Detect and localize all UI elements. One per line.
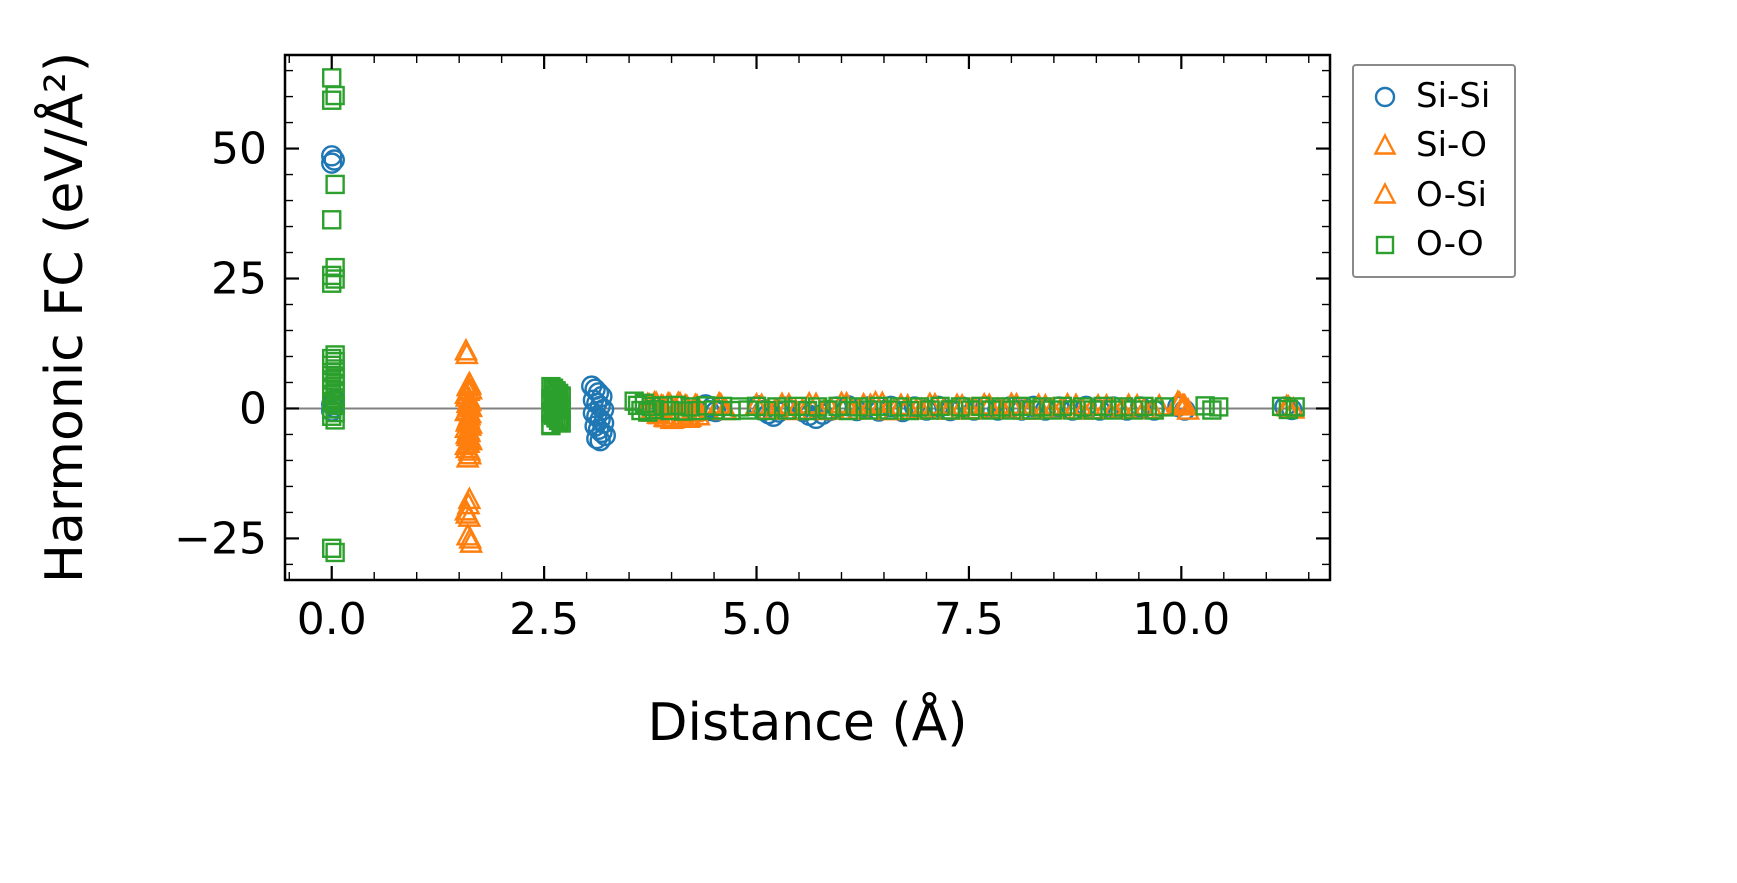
svg-text:7.5: 7.5 xyxy=(934,594,1004,645)
legend-marker-triangle-icon xyxy=(1373,182,1397,205)
legend-entry-si-si: Si-Si xyxy=(1362,76,1506,116)
legend: Si-Si Si-O O-Si O-O xyxy=(1352,64,1516,278)
svg-text:25: 25 xyxy=(211,254,267,305)
svg-text:0.0: 0.0 xyxy=(297,594,367,645)
svg-text:50: 50 xyxy=(211,124,267,175)
legend-label: Si-O xyxy=(1416,125,1488,166)
legend-label: O-Si xyxy=(1416,174,1488,215)
legend-entry-o-o: O-O xyxy=(1362,224,1506,265)
svg-text:Harmonic FC (eV/Å²): Harmonic FC (eV/Å²) xyxy=(33,52,95,583)
legend-marker-triangle-icon xyxy=(1373,133,1397,155)
legend-marker-circle-icon xyxy=(1374,86,1396,107)
svg-text:0: 0 xyxy=(239,383,267,434)
svg-text:Distance (Å): Distance (Å) xyxy=(647,691,967,753)
svg-text:10.0: 10.0 xyxy=(1132,594,1230,645)
legend-marker-square-icon xyxy=(1375,235,1395,255)
legend-label: Si-Si xyxy=(1416,76,1491,116)
legend-entry-o-si: O-Si xyxy=(1362,174,1506,215)
legend-label: O-O xyxy=(1416,224,1484,265)
legend-entry-si-o: Si-O xyxy=(1362,125,1506,166)
svg-text:5.0: 5.0 xyxy=(722,594,792,645)
svg-text:2.5: 2.5 xyxy=(509,594,579,645)
svg-text:−25: −25 xyxy=(174,513,267,564)
